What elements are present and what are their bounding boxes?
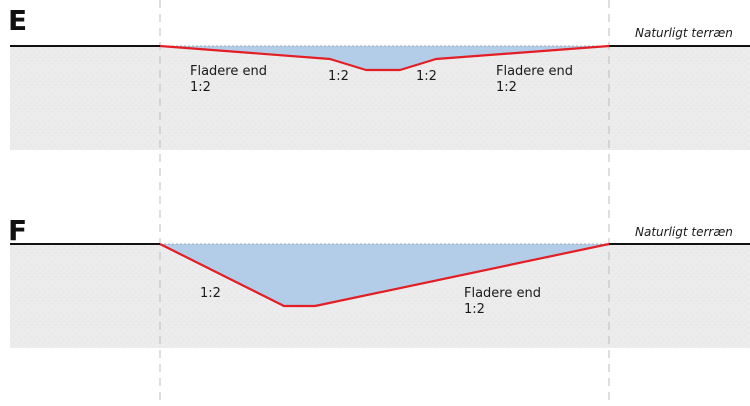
label-f-left-slope: 1:2 [200, 286, 221, 301]
section-letter-f: F [8, 214, 27, 247]
terrain-label-f: Naturligt terræn [635, 225, 733, 239]
label-e-left-slope: 1:2 [328, 69, 349, 84]
terrain-label-e: Naturligt terræn [635, 26, 733, 40]
water-fill-f [160, 244, 609, 306]
label-e-left-flat-1: Fladere end [190, 64, 267, 79]
label-e-right-slope: 1:2 [416, 69, 437, 84]
label-e-right-flat-2: 1:2 [496, 80, 517, 95]
label-e-left-flat-2: 1:2 [190, 80, 211, 95]
label-f-right-flat-1: Fladere end [464, 286, 541, 301]
label-f-right-flat-2: 1:2 [464, 302, 485, 317]
section-letter-e: E [8, 4, 27, 37]
channel-profile-e [159, 44, 610, 72]
water-fill-e [160, 46, 609, 70]
label-e-right-flat-1: Fladere end [496, 64, 573, 79]
channel-profile-f [159, 242, 610, 308]
